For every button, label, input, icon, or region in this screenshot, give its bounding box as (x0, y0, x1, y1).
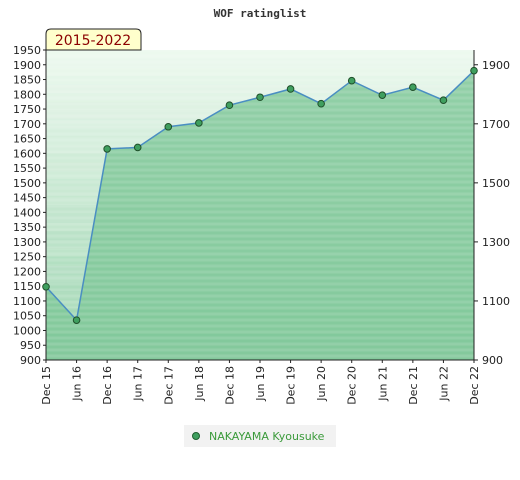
data-point[interactable] (195, 119, 203, 127)
data-point[interactable] (103, 145, 111, 153)
data-points (42, 66, 478, 324)
left-tick-label: 900 (20, 354, 41, 367)
right-tick-label: 1900 (482, 59, 510, 72)
left-tick-label: 1000 (13, 324, 41, 337)
left-tick-label: 1950 (13, 44, 41, 57)
data-point[interactable] (164, 122, 173, 131)
x-tick-label: Dec 17 (162, 366, 175, 405)
data-point[interactable] (347, 76, 356, 85)
left-tick-label: 1850 (13, 74, 41, 87)
data-point[interactable] (72, 316, 81, 324)
right-tick-label: 1100 (482, 295, 510, 308)
left-tick-label: 1400 (13, 206, 41, 219)
right-tick-label: 1700 (482, 118, 510, 131)
left-tick-label: 1350 (13, 221, 41, 234)
left-tick-label: 1750 (13, 103, 41, 116)
badge-label: 2015-2022 (55, 33, 131, 49)
left-tick-label: 1150 (13, 280, 41, 293)
left-tick-label: 1700 (13, 118, 41, 131)
left-tick-label: 1550 (13, 162, 41, 175)
left-tick-label: 1100 (13, 295, 41, 308)
data-point[interactable] (378, 91, 387, 99)
x-tick-label: Dec 20 (346, 366, 359, 405)
left-tick-label: 950 (20, 339, 41, 352)
data-point[interactable] (439, 96, 448, 104)
data-point[interactable] (286, 85, 295, 93)
left-tick-label: 1300 (13, 236, 41, 249)
left-tick-label: 1500 (13, 177, 41, 190)
axes: 9009501000105011001150120012501300135014… (13, 44, 510, 405)
x-tick-label: Jun 17 (132, 366, 145, 402)
x-tick-label: Dec 16 (101, 366, 114, 405)
right-tick-label: 900 (482, 354, 503, 367)
data-point[interactable] (225, 101, 234, 110)
left-tick-label: 1650 (13, 133, 41, 146)
left-tick-label: 1200 (13, 265, 41, 278)
x-tick-label: Dec 19 (285, 366, 298, 405)
data-point[interactable] (470, 66, 478, 75)
left-tick-label: 1600 (13, 147, 41, 160)
x-tick-label: Jun 19 (254, 366, 267, 402)
x-tick-label: Jun 22 (437, 366, 450, 402)
legend-label: NAKAYAMA Kyousuke (209, 430, 325, 443)
x-tick-label: Jun 18 (193, 366, 206, 402)
data-point[interactable] (42, 282, 50, 291)
left-tick-label: 1800 (13, 88, 41, 101)
x-tick-label: Dec 18 (223, 366, 236, 405)
left-tick-label: 1900 (13, 59, 41, 72)
data-point[interactable] (317, 99, 325, 108)
chart-title: WOF ratinglist (214, 7, 307, 20)
x-tick-label: Jun 16 (71, 366, 84, 402)
x-tick-label: Dec 15 (40, 366, 53, 405)
x-tick-label: Dec 21 (407, 366, 420, 405)
left-tick-label: 1050 (13, 310, 41, 323)
data-point[interactable] (256, 93, 264, 102)
left-tick-label: 1450 (13, 192, 41, 205)
x-tick-label: Jun 20 (315, 366, 328, 402)
left-tick-label: 1250 (13, 251, 41, 264)
area-layer (46, 50, 474, 360)
x-tick-label: Jun 21 (376, 366, 389, 402)
right-tick-label: 1300 (482, 236, 510, 249)
year-range-badge: 2015-2022 (45, 28, 142, 51)
legend[interactable]: NAKAYAMA Kyousuke (184, 425, 336, 447)
x-tick-label: Dec 22 (468, 366, 481, 405)
data-point[interactable] (409, 83, 417, 91)
legend-marker (192, 432, 200, 440)
data-point[interactable] (133, 143, 142, 152)
series-area (46, 70, 474, 360)
right-tick-label: 1500 (482, 177, 510, 190)
